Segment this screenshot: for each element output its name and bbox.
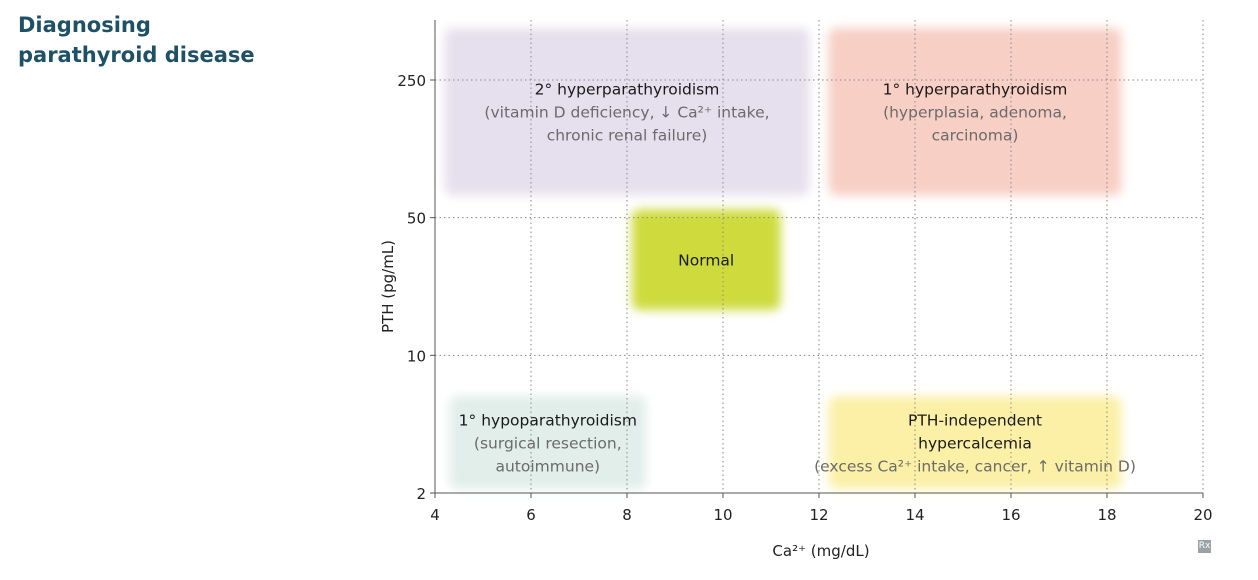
region-label-primary-hypo-1: 1° hypoparathyroidism xyxy=(459,412,637,430)
region-labels-layer: 2° hyperparathyroidism (vitamin D deficie… xyxy=(459,81,1136,476)
x-tick-label-14: 14 xyxy=(905,506,924,524)
axis-layer: 4 6 8 10 12 14 16 18 20 2 10 50 250 Ca²⁺ (mg/dL) PTH (… xyxy=(379,20,1213,560)
y-tick-label-10: 10 xyxy=(407,347,426,365)
x-tick-label-8: 8 xyxy=(622,506,632,524)
region-primary xyxy=(828,28,1122,196)
region-label-primary-1: 1° hyperparathyroidism xyxy=(883,81,1068,99)
y-tick-label-2: 2 xyxy=(416,485,426,503)
region-pth-independent xyxy=(828,396,1122,489)
x-tick-label-16: 16 xyxy=(1001,506,1020,524)
region-label-primary-2: (hyperplasia, adenoma, xyxy=(883,104,1067,122)
region-label-primary-3: carcinoma) xyxy=(932,127,1019,145)
x-tick-label-20: 20 xyxy=(1193,506,1212,524)
y-axis-label: PTH (pg/mL) xyxy=(379,240,397,333)
x-tick-label-12: 12 xyxy=(809,506,828,524)
y-tick-label-250: 250 xyxy=(397,72,426,90)
region-label-secondary-1: 2° hyperparathyroidism xyxy=(535,81,720,99)
region-label-primary-hypo-3: autoimmune) xyxy=(495,458,600,476)
page-title-line-1: Diagnosing xyxy=(18,13,151,37)
y-tick-label-50: 50 xyxy=(407,210,426,228)
region-secondary xyxy=(444,28,810,196)
page-title: Diagnosing parathyroid disease xyxy=(18,10,255,70)
page-title-line-2: parathyroid disease xyxy=(18,43,255,67)
region-label-pth-independent-1: PTH-independent xyxy=(908,412,1042,430)
grid-layer xyxy=(435,20,1204,493)
x-tick-label-10: 10 xyxy=(713,506,732,524)
region-label-primary-hypo-2: (surgical resection, xyxy=(474,435,622,453)
region-label-secondary-2: (vitamin D deficiency, ↓ Ca²⁺ intake, xyxy=(484,104,769,122)
x-tick-label-4: 4 xyxy=(430,506,440,524)
region-normal xyxy=(631,209,781,310)
region-label-pth-independent-3: (excess Ca²⁺ intake, cancer, ↑ vitamin D… xyxy=(814,458,1136,476)
x-axis-label: Ca²⁺ (mg/dL) xyxy=(772,542,869,560)
region-label-normal-1: Normal xyxy=(678,252,734,270)
region-primary-hypo xyxy=(449,396,647,489)
region-label-secondary-3: chronic renal failure) xyxy=(547,127,708,145)
regions-layer xyxy=(444,28,1122,489)
region-label-pth-independent-2: hypercalcemia xyxy=(918,435,1032,453)
rx-logo-icon: Rx xyxy=(1198,540,1211,553)
x-tick-label-18: 18 xyxy=(1097,506,1116,524)
x-tick-label-6: 6 xyxy=(526,506,536,524)
